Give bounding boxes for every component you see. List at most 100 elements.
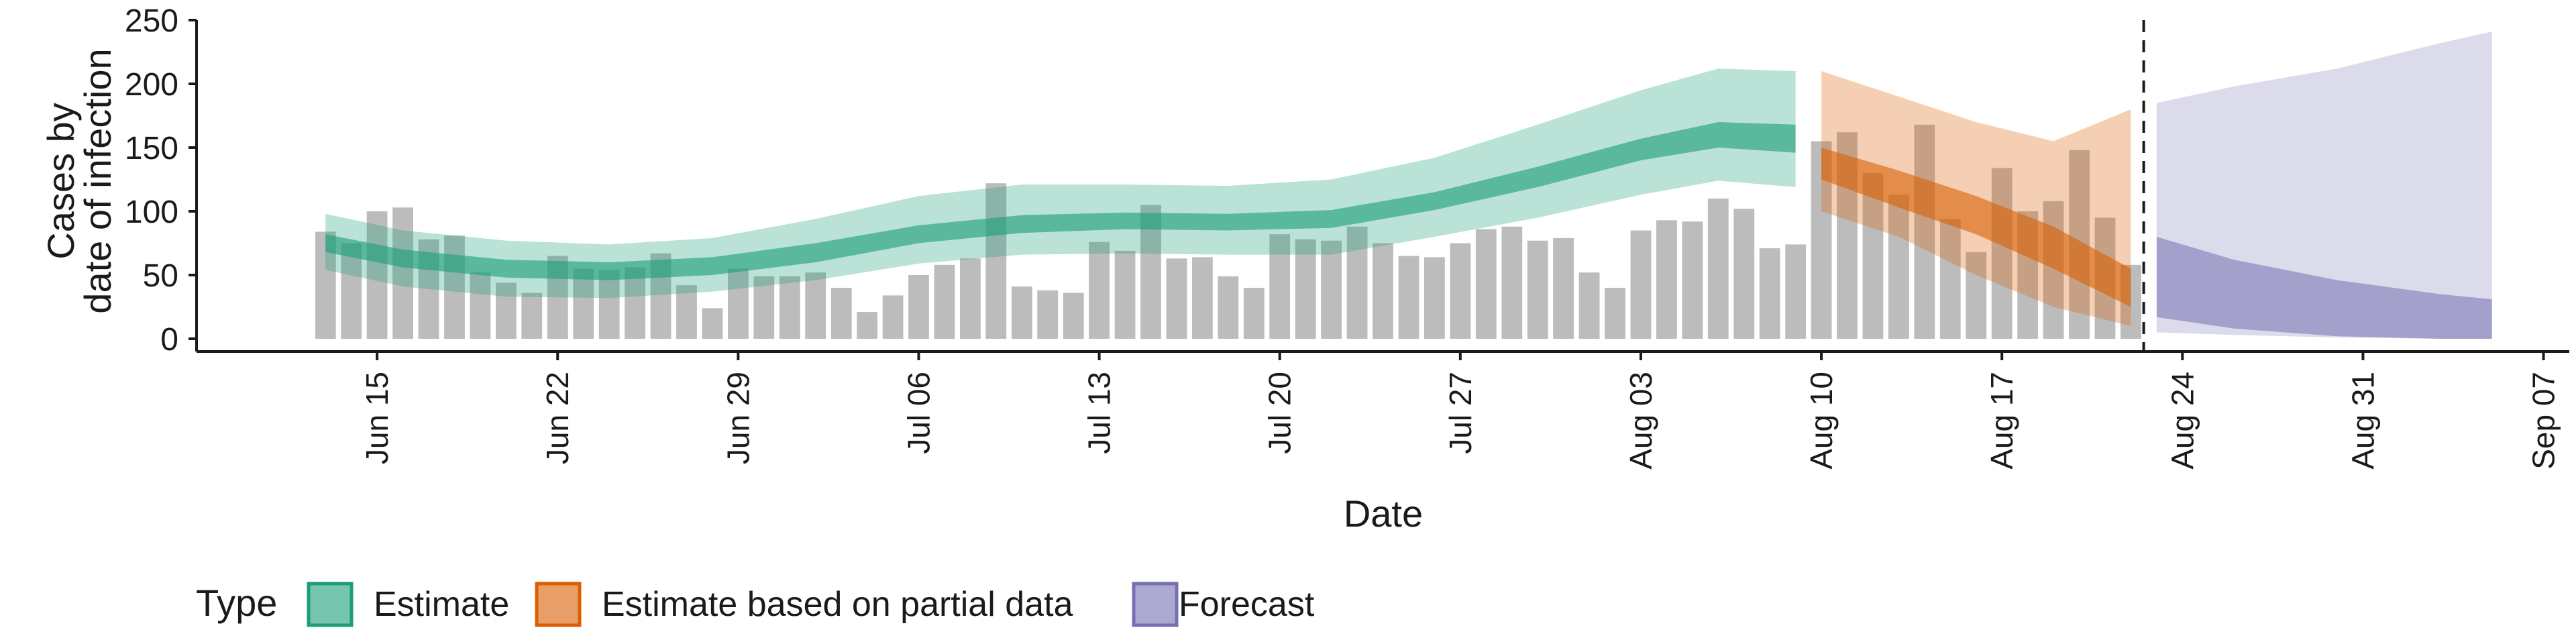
bar-2020-08-07 [1733,209,1755,339]
x-tick-label-2020-08-31: Aug 31 [2345,372,2380,470]
bar-2020-06-25 [625,267,645,339]
legend-label-estimate: Estimate [374,585,509,624]
bar-2020-07-30 [1527,240,1548,339]
y-axis-title-line-2: date of infection [76,48,119,313]
x-axis-title: Date [1344,492,1423,535]
legend-item-forecast: Forecast [1132,582,1315,627]
bar-2020-07-23 [1346,226,1368,339]
x-tick-label-2020-08-17: Aug 17 [1984,372,2019,470]
bar-2020-07-19 [1243,288,1265,339]
y-ticks: 0 50 100 150 200 250 [125,3,197,358]
bar-2020-07-01 [779,276,800,339]
bar-2020-07-04 [857,312,877,339]
x-tick-label-2020-06-15: Jun 15 [360,372,394,464]
x-ticks: Jun 15 Jun 22 Jun 29 Jul 06 Jul 13 Jul 20 Jul … [360,352,2561,470]
bar-2020-08-03 [1630,230,1652,339]
ribbon-inner-estimate [325,122,1796,280]
bar-2020-06-27 [676,285,697,339]
bar-2020-08-05 [1682,221,1703,339]
x-tick-label-2020-06-29: Jun 29 [720,372,755,464]
bar-2020-07-10 [1011,286,1032,339]
bar-2020-08-01 [1578,272,1600,339]
bar-2020-07-03 [830,288,852,339]
bar-2020-06-28 [702,308,723,339]
bar-2020-07-12 [1063,292,1084,339]
bar-2020-07-26 [1424,257,1445,339]
y-tick-label-100: 100 [125,195,178,230]
bar-2020-07-22 [1321,240,1342,339]
bar-2020-08-09 [1785,244,1807,339]
ribbon-outer-estimate [325,68,1796,299]
bar-2020-07-18 [1218,276,1239,339]
x-tick-label-2020-09-07: Sep 07 [2526,372,2561,470]
legend: Type Estimate Estimate based on partial … [196,582,1315,627]
bar-2020-06-15 [366,211,388,339]
legend-item-partial: Estimate based on partial data [535,582,1073,627]
legend-label-forecast: Forecast [1179,585,1315,624]
bar-2020-07-11 [1037,290,1059,339]
y-tick-label-250: 250 [125,3,178,39]
bar-2020-07-16 [1166,258,1187,339]
axes [195,20,2569,353]
bar-2020-06-23 [573,268,594,339]
bar-2020-07-05 [882,295,904,339]
y-tick-label-0: 0 [160,322,178,358]
bar-2020-07-08 [960,258,981,339]
bar-2020-07-02 [805,272,826,339]
bar-2020-06-20 [496,282,517,339]
y-tick-label-50: 50 [143,258,178,294]
bar-2020-07-07 [934,264,955,339]
x-tick-label-2020-07-27: Jul 27 [1443,372,1478,454]
bar-2020-07-28 [1475,229,1497,339]
bar-2020-07-27 [1450,243,1471,339]
bar-2020-06-16 [392,207,413,339]
bar-2020-07-24 [1373,243,1393,339]
bar-2020-08-17 [1991,168,2012,339]
legend-label-partial: Estimate based on partial data [602,585,1073,624]
bar-2020-06-29 [728,268,749,339]
x-tick-label-2020-07-06: Jul 06 [902,372,936,454]
x-tick-label-2020-08-03: Aug 03 [1623,372,1658,470]
bar-2020-06-21 [521,292,543,339]
y-tick-label-150: 150 [125,131,178,166]
bar-2020-07-21 [1295,239,1316,339]
bar-2020-07-14 [1114,250,1136,339]
x-tick-label-2020-06-22: Jun 22 [540,372,575,464]
x-tick-label-2020-07-20: Jul 20 [1263,372,1297,454]
bar-2020-07-20 [1269,234,1291,339]
bar-2020-08-02 [1605,288,1625,339]
bar-2020-08-15 [1939,219,1961,339]
legend-key-partial [535,582,582,627]
y-tick-label-200: 200 [125,67,178,103]
bar-2020-08-08 [1759,248,1780,339]
bar-2020-07-25 [1398,256,1419,339]
bar-2020-06-19 [470,272,491,339]
bar-2020-08-04 [1656,220,1677,339]
bar-2020-07-31 [1553,237,1574,339]
bar-2020-06-24 [598,270,620,339]
x-tick-label-2020-08-24: Aug 24 [2165,372,2200,470]
bar-2020-07-17 [1192,257,1213,339]
legend-key-forecast [1132,582,1179,627]
legend-item-estimate: Estimate [307,582,509,627]
bar-2020-08-16 [1966,252,1987,339]
y-axis-title-line-1: Cases by [40,103,82,259]
bar-2020-08-12 [1862,173,1884,339]
legend-title: Type [196,582,277,624]
bars [315,124,2141,339]
bar-2020-07-06 [908,275,929,339]
x-tick-label-2020-07-13: Jul 13 [1082,372,1117,454]
ribbon-inner-estimate-based-on-partial-data [1821,148,2131,307]
ribbons [325,32,2492,339]
x-tick-label-2020-08-10: Aug 10 [1804,372,1839,470]
legend-key-estimate [307,582,354,627]
bar-2020-07-29 [1501,226,1523,339]
bar-2020-06-14 [341,243,362,339]
bar-2020-08-06 [1707,199,1729,339]
bar-2020-08-14 [1914,124,1935,339]
bar-2020-06-30 [753,276,775,339]
y-axis-title: Cases by date of infection [40,48,119,313]
bar-2020-08-13 [1888,195,1909,339]
bar-2020-07-09 [985,183,1007,339]
